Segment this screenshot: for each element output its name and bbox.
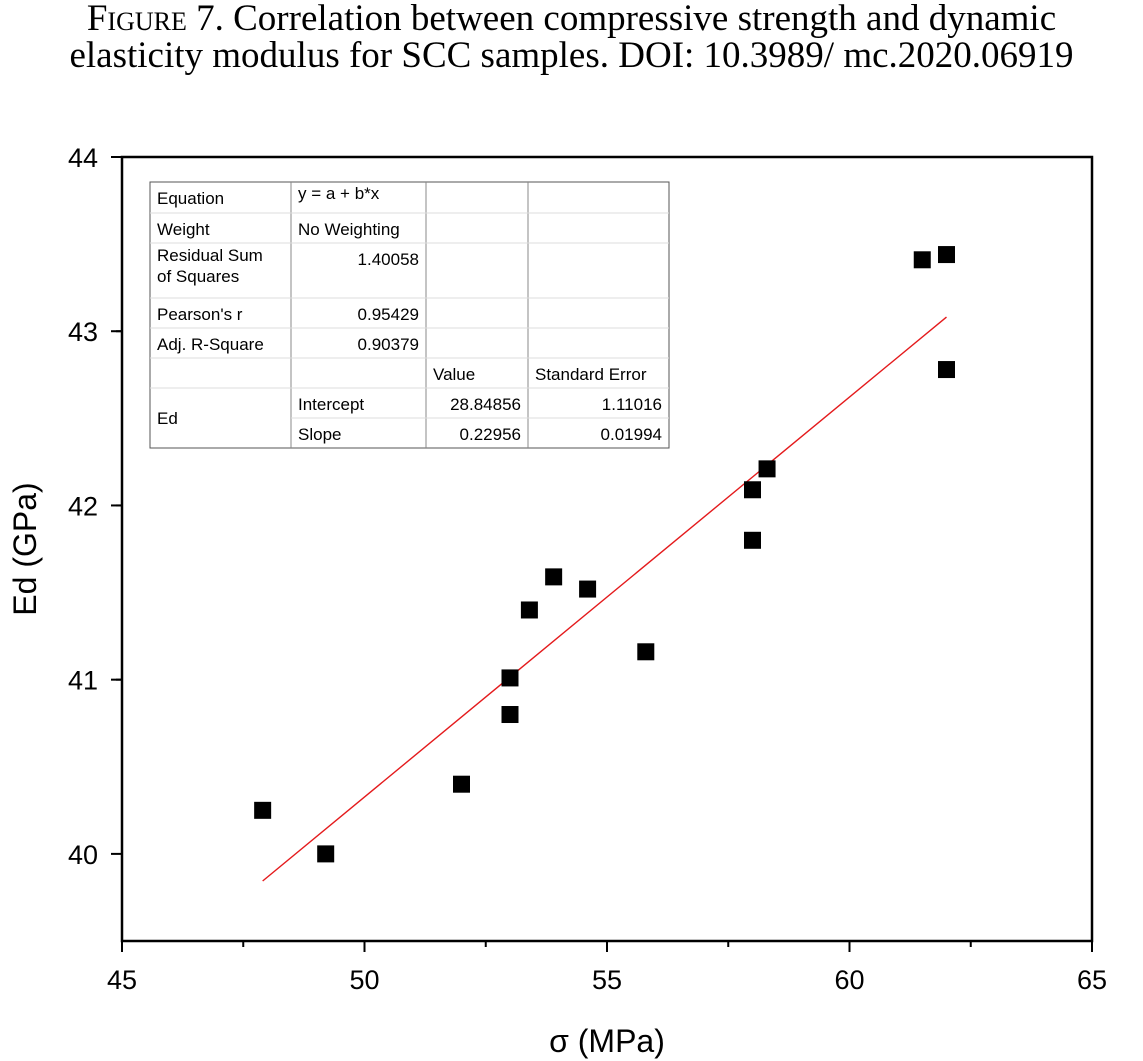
stats-table-cell: Standard Error	[535, 365, 647, 384]
stats-table-cell: 0.01994	[601, 425, 662, 444]
y-tick-label: 44	[68, 143, 98, 173]
data-point	[520, 601, 538, 619]
stats-table-cell: Adj. R-Square	[157, 335, 264, 354]
data-point	[744, 531, 761, 549]
y-axis-title: Ed (GPa)	[7, 482, 43, 615]
data-point	[501, 669, 519, 687]
stats-table-cell: 28.84856	[450, 395, 521, 414]
stats-table-cell: No Weighting	[298, 220, 400, 239]
stats-table-cell: Equation	[157, 189, 224, 208]
x-tick-label: 50	[349, 965, 379, 995]
chart-axes: 45 50 55 60 65 40 41 42 43 44	[68, 143, 1107, 995]
caption-text: Correlation between compressive strength…	[69, 0, 1074, 76]
x-tick-label: 60	[834, 965, 864, 995]
x-tick-label: 65	[1077, 965, 1107, 995]
stats-table-cell: Residual Sum of Squares	[157, 246, 263, 286]
stats-table-cell: Weight	[157, 220, 210, 239]
x-axis-title: σ (MPa)	[549, 1023, 665, 1059]
x-tick-label: 45	[107, 965, 137, 995]
data-point	[637, 643, 655, 661]
y-tick-label: 42	[68, 491, 98, 521]
fit-line-group	[262, 316, 947, 882]
linear-fit-line	[262, 316, 947, 882]
stats-table-cell: Value	[433, 365, 475, 384]
data-points	[254, 246, 955, 863]
stats-table-cell: 0.95429	[358, 305, 419, 324]
data-point	[453, 775, 470, 793]
data-point	[744, 481, 761, 499]
stats-table-cell: Slope	[298, 425, 341, 444]
data-point	[501, 706, 519, 724]
stats-table: Equation y = a + b*x Weight No Weighting Res…	[149, 181, 670, 449]
stats-table-cell: Ed	[157, 409, 178, 428]
y-tick-label: 41	[68, 666, 98, 696]
stats-table-cell: Pearson's r	[157, 305, 243, 324]
stats-table-cell: y = a + b*x	[298, 184, 380, 203]
data-point	[254, 801, 272, 819]
stats-table-cell: 1.11016	[602, 395, 662, 414]
data-point	[938, 361, 955, 379]
x-tick-label: 55	[592, 965, 622, 995]
y-tick-label: 40	[68, 840, 98, 870]
stats-table-border	[149, 181, 670, 449]
data-point	[545, 568, 563, 586]
data-point	[938, 246, 955, 264]
stats-table-cell: 0.22956	[460, 425, 521, 444]
data-point	[317, 845, 335, 863]
figure-caption: Figure 7. Correlation between compressiv…	[20, 0, 1123, 74]
stats-table-cell: Intercept	[298, 395, 364, 414]
stats-table-cell: 0.90379	[358, 335, 419, 354]
y-tick-label: 43	[68, 317, 98, 347]
data-point	[758, 460, 776, 478]
data-point	[913, 251, 931, 269]
data-point	[579, 580, 597, 598]
stats-table-cell: 1.40058	[358, 250, 419, 269]
caption-label: Figure 7.	[86, 0, 224, 39]
